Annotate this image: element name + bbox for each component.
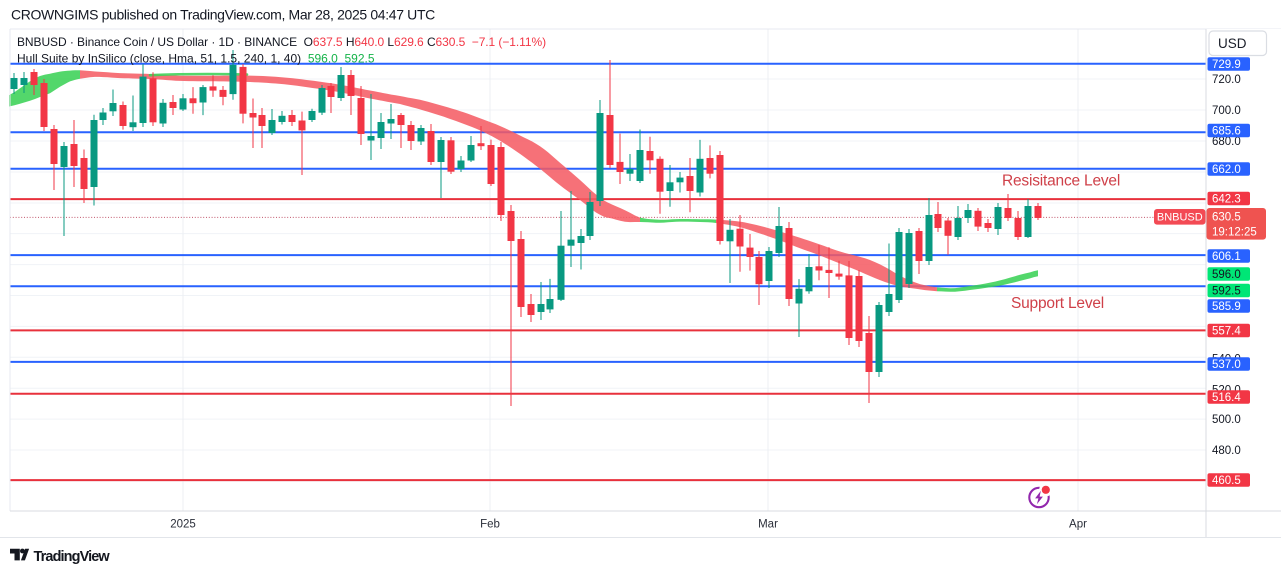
svg-text:Feb: Feb [480,519,500,531]
svg-text:2025: 2025 [170,519,196,531]
svg-text:596.0: 596.0 [1212,269,1241,281]
svg-text:BNBUSD: BNBUSD [1157,212,1203,224]
svg-text:Apr: Apr [1069,519,1087,531]
svg-text:BNBUSD · Binance Coin / US Dol: BNBUSD · Binance Coin / US Dollar · 1D ·… [17,35,546,49]
svg-text:557.4: 557.4 [1212,326,1241,338]
svg-text:720.0: 720.0 [1212,74,1241,86]
svg-text:480.0: 480.0 [1212,445,1241,457]
svg-text:630.5: 630.5 [1212,212,1241,224]
svg-text:606.1: 606.1 [1212,251,1241,263]
svg-text:TradingView: TradingView [34,549,111,565]
svg-text:516.4: 516.4 [1212,392,1241,404]
svg-text:CROWNGIMS published on Trading: CROWNGIMS published on TradingView.com, … [11,7,435,23]
svg-text:585.9: 585.9 [1212,301,1241,313]
svg-text:685.6: 685.6 [1212,126,1241,138]
svg-text:Mar: Mar [758,519,778,531]
svg-text:Resisitance Level: Resisitance Level [1002,173,1120,190]
svg-text:729.9: 729.9 [1212,59,1241,71]
svg-text:500.0: 500.0 [1212,414,1241,426]
svg-text:Support Level: Support Level [1011,295,1104,312]
svg-text:460.5: 460.5 [1212,475,1241,487]
svg-text:Hull Suite by InSilico (close,: Hull Suite by InSilico (close, Hma, 51, … [17,52,375,66]
svg-text:662.0: 662.0 [1212,164,1241,176]
svg-text:680.0: 680.0 [1212,136,1241,148]
svg-text:19:12:25: 19:12:25 [1212,227,1257,239]
svg-text:USD: USD [1218,36,1247,51]
svg-text:592.5: 592.5 [1212,286,1241,298]
svg-text:642.3: 642.3 [1212,194,1241,206]
svg-text:537.0: 537.0 [1212,359,1241,371]
svg-text:700.0: 700.0 [1212,105,1241,117]
